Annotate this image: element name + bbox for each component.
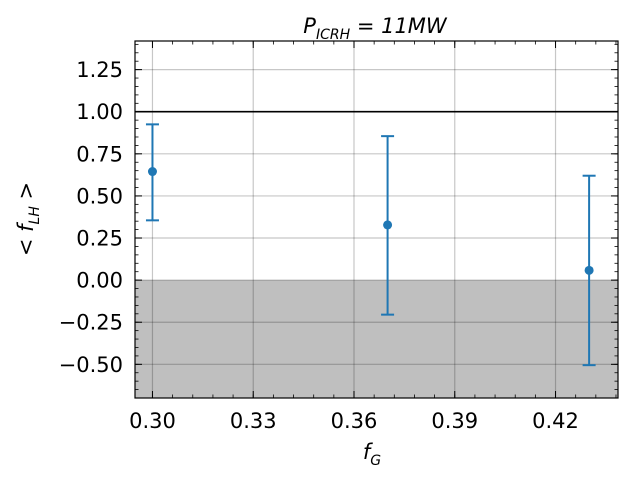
chart-title: PICRH = 11MW [303, 14, 448, 43]
grid-layer [135, 41, 618, 398]
y-tick-label: 0.50 [76, 184, 123, 208]
x-tick-label: 0.42 [532, 409, 579, 433]
chart-title-rest: = 11MW [350, 14, 448, 38]
y-tick-label: −0.50 [59, 353, 123, 377]
y-axis-title-left: < f [14, 221, 38, 256]
shaded-region [135, 280, 618, 398]
x-axis-title-main: f [363, 440, 374, 464]
data-point [383, 220, 393, 230]
y-tick-label: 0.00 [76, 269, 123, 293]
shaded-region-layer [135, 280, 618, 398]
major-tick-layer [135, 41, 618, 398]
y-tick-label: −0.25 [59, 311, 123, 335]
x-tick-label: 0.39 [431, 409, 478, 433]
series-layer [145, 123, 596, 367]
x-tick-label: 0.33 [230, 409, 277, 433]
data-point [147, 167, 157, 177]
chart-title-subscript: ICRH [316, 27, 351, 43]
tick-label-layer: 0.30 0.33 0.36 0.39 0.42 −0.50 −0.25 0.00 0.25 0.… [59, 58, 579, 433]
y-axis-title-right: > [14, 182, 38, 206]
y-axis-title: < fLH > [14, 182, 43, 256]
x-axis-title-subscript: G [370, 453, 381, 469]
x-tick-label: 0.30 [129, 409, 176, 433]
y-tick-label: 1.00 [76, 100, 123, 124]
y-axis-title-subscript: LH [27, 206, 43, 225]
y-tick-label: 1.25 [76, 58, 123, 82]
data-point [584, 265, 594, 275]
y-tick-label: 0.25 [76, 227, 123, 251]
plot-frame [134, 40, 619, 399]
chart-title-main: P [303, 14, 316, 38]
y-tick-label: 0.75 [76, 142, 123, 166]
x-axis-title: fG [363, 440, 381, 469]
x-tick-label: 0.36 [331, 409, 378, 433]
